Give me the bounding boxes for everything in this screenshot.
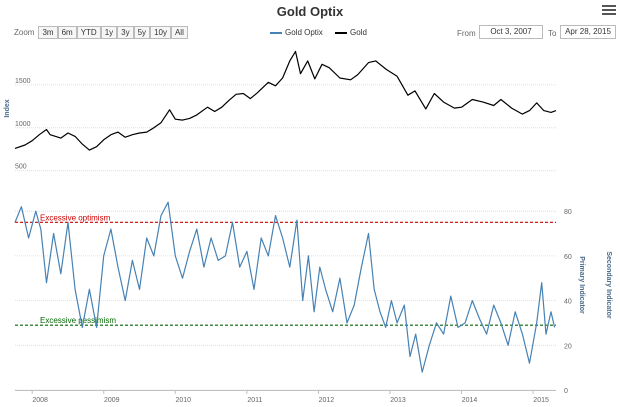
zoom-button-ytd[interactable]: YTD [76, 26, 101, 39]
gold-optix-line [14, 201, 556, 373]
zoom-button-10y[interactable]: 10y [150, 26, 171, 39]
legend-label-gold: Gold [350, 28, 367, 37]
menu-icon[interactable] [602, 3, 616, 17]
legend-swatch-gold [335, 31, 348, 34]
x-tick-label: 2008 [32, 397, 48, 404]
pessimism-threshold-label: Excessive pessimism [40, 316, 116, 325]
x-tick-label: 2014 [462, 397, 478, 404]
x-tick-label: 2011 [247, 397, 262, 404]
grid-layer [15, 84, 556, 391]
legend-item-gold[interactable]: Gold [335, 28, 367, 37]
sentiment-tick-label: 20 [564, 343, 572, 350]
x-tick-label: 2013 [390, 397, 406, 404]
series-layer [14, 50, 557, 373]
sentiment-tick-label: 40 [564, 299, 572, 306]
x-tick-label: 2012 [319, 397, 335, 404]
x-tick-label: 2009 [104, 397, 120, 404]
zoom-label: Zoom [14, 28, 35, 37]
x-tick-label: 2010 [176, 397, 192, 404]
sentiment-tick-label: 80 [564, 209, 572, 216]
zoom-button-all[interactable]: All [170, 26, 188, 39]
zoom-button-1y[interactable]: 1y [100, 26, 118, 39]
range-to-label: To [548, 29, 557, 38]
zoom-button-3y[interactable]: 3y [117, 26, 134, 39]
zoom-button-5y[interactable]: 5y [133, 26, 151, 39]
sentiment-tick-label: 60 [564, 254, 572, 261]
range-from-label: From [457, 29, 476, 38]
price-tick-label: 1000 [15, 121, 31, 128]
optimism-threshold-label: Excessive optimism [40, 213, 111, 222]
chart-legend: Gold Optix Gold [270, 28, 377, 37]
price-tick-label: 500 [15, 164, 27, 171]
range-to-input[interactable]: Apr 28, 2015 [560, 25, 616, 39]
legend-label-gold-optix: Gold Optix [285, 28, 323, 37]
threshold-layer: Excessive optimism Excessive pessimism [15, 213, 556, 326]
price-axis-title: Index [4, 99, 11, 117]
primary-indicator-axis-title: Primary Indicator [578, 256, 585, 314]
gold-price-line [14, 50, 557, 151]
legend-item-gold-optix[interactable]: Gold Optix [270, 28, 323, 37]
chart-title: Gold Optix [276, 4, 344, 19]
price-tick-label: 1500 [15, 78, 31, 85]
secondary-indicator-axis-title: Secondary Indicator [605, 251, 612, 319]
legend-swatch-optix [270, 31, 282, 34]
zoom-controls: Zoom 3m 6m YTD 1y 3y 5y 10y All [14, 26, 188, 39]
range-from-input[interactable]: Oct 3, 2007 [479, 25, 543, 39]
x-tick-label: 2015 [533, 397, 549, 404]
sentiment-tick-label: 0 [564, 388, 568, 395]
axis-layer: 500 1000 1500 Index 0 20 40 60 80 Primary Indicat… [4, 78, 612, 404]
zoom-button-3m[interactable]: 3m [38, 26, 58, 39]
zoom-button-6m[interactable]: 6m [57, 26, 77, 39]
